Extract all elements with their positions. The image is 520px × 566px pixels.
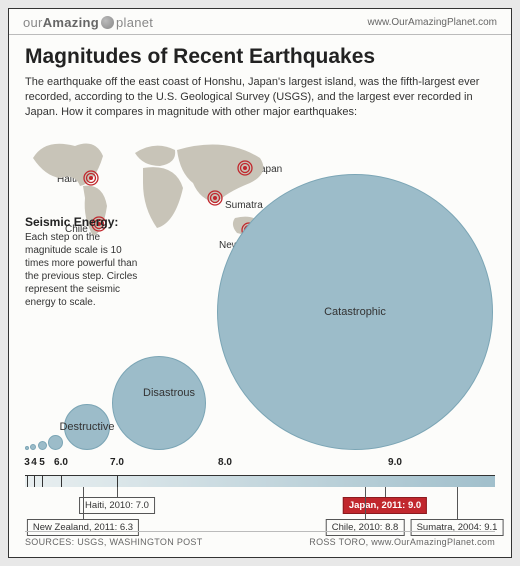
axis-tick bbox=[42, 475, 43, 487]
planet-icon bbox=[101, 16, 114, 29]
energy-circle bbox=[25, 446, 29, 450]
axis-number: 9.0 bbox=[388, 457, 402, 468]
site-url: www.OurAmazingPlanet.com bbox=[368, 17, 498, 28]
axis-number: 8.0 bbox=[218, 457, 232, 468]
axis-number: 7.0 bbox=[110, 457, 124, 468]
callout-connector bbox=[83, 487, 84, 519]
axis-number: 3 bbox=[24, 457, 30, 468]
logo-suffix: planet bbox=[116, 15, 153, 30]
logo-bold: Amazing bbox=[43, 15, 99, 30]
axis-number: 5 bbox=[39, 457, 45, 468]
axis-number: 4 bbox=[31, 457, 37, 468]
credit-text: ROSS TORO, www.OurAmazingPlanet.com bbox=[309, 537, 495, 547]
callout-connector bbox=[385, 487, 386, 497]
circle-label: Disastrous bbox=[143, 387, 195, 399]
earthquake-callout: Haiti, 2010: 7.0 bbox=[79, 497, 155, 514]
axis-number: 6.0 bbox=[54, 457, 68, 468]
circle-label: Destructive bbox=[59, 421, 114, 433]
axis-band bbox=[25, 475, 495, 487]
sources-text: SOURCES: USGS, WASHINGTON POST bbox=[25, 537, 203, 547]
site-logo: ourAmazing planet bbox=[23, 15, 153, 30]
circle-label: Catastrophic bbox=[324, 306, 386, 318]
energy-circle bbox=[112, 356, 206, 450]
intro-text: The earthquake off the east coast of Hon… bbox=[25, 75, 495, 120]
axis-tick bbox=[34, 475, 35, 487]
earthquake-callout: Japan, 2011: 9.0 bbox=[343, 497, 427, 514]
axis-tick bbox=[117, 475, 118, 487]
callout-connector bbox=[117, 487, 118, 497]
axis-tick bbox=[61, 475, 62, 487]
axis-tick bbox=[27, 475, 28, 487]
callout-connector bbox=[457, 487, 458, 519]
energy-circle bbox=[30, 444, 36, 450]
callout-connector bbox=[365, 487, 366, 519]
page-title: Magnitudes of Recent Earthquakes bbox=[25, 45, 495, 69]
logo-prefix: our bbox=[23, 15, 43, 30]
energy-circles-chart: Destructive Disastrous Catastrophic bbox=[25, 135, 495, 450]
energy-circle bbox=[48, 435, 63, 450]
magnitude-axis: 3456.07.08.09.0Haiti, 2010: 7.0New Zeala… bbox=[25, 457, 495, 542]
energy-circle bbox=[38, 441, 47, 450]
